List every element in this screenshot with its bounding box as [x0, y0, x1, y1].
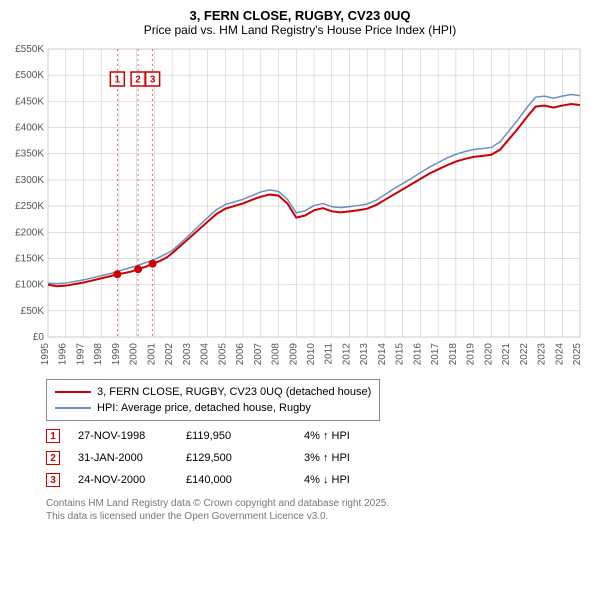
svg-text:2022: 2022	[519, 343, 530, 366]
svg-text:2009: 2009	[288, 343, 299, 366]
event-delta: 3% ↑ HPI	[304, 452, 404, 464]
svg-text:2016: 2016	[412, 343, 423, 366]
svg-text:1998: 1998	[93, 343, 104, 366]
svg-text:1: 1	[115, 75, 121, 86]
svg-text:2003: 2003	[182, 343, 193, 366]
svg-text:1997: 1997	[75, 343, 86, 366]
svg-text:1995: 1995	[40, 343, 51, 366]
chart-svg: £0 £50K £100K £150K £200K £250K £300K £350K £400…	[8, 43, 588, 373]
legend-label: HPI: Average price, detached house, Rugb…	[97, 402, 311, 414]
svg-text:2012: 2012	[341, 343, 352, 366]
svg-text:2017: 2017	[430, 343, 441, 366]
svg-text:2010: 2010	[306, 343, 317, 366]
event-row: 3 24-NOV-2000 £140,000 4% ↓ HPI	[46, 469, 592, 491]
svg-text:2004: 2004	[200, 343, 211, 366]
event-delta: 4% ↑ HPI	[304, 430, 404, 442]
svg-text:£400K: £400K	[15, 123, 44, 134]
chart-title-block: 3, FERN CLOSE, RUGBY, CV23 0UQ Price pai…	[8, 8, 592, 37]
legend: 3, FERN CLOSE, RUGBY, CV23 0UQ (detached…	[46, 379, 380, 421]
svg-text:£450K: £450K	[15, 96, 44, 107]
svg-text:£200K: £200K	[15, 227, 44, 238]
svg-text:2020: 2020	[483, 343, 494, 366]
event-marker: 3	[46, 473, 60, 487]
footer-line-1: Contains HM Land Registry data © Crown c…	[46, 497, 592, 510]
svg-text:£350K: £350K	[15, 149, 44, 160]
event-price: £119,950	[186, 430, 286, 442]
svg-text:£500K: £500K	[15, 70, 44, 81]
svg-text:2014: 2014	[377, 343, 388, 366]
svg-text:£50K: £50K	[21, 306, 45, 317]
svg-text:2001: 2001	[146, 343, 157, 366]
svg-text:2000: 2000	[129, 343, 140, 366]
event-price: £129,500	[186, 452, 286, 464]
svg-text:£100K: £100K	[15, 280, 44, 291]
chart-area: £0 £50K £100K £150K £200K £250K £300K £350K £400…	[8, 43, 592, 373]
event-row: 2 31-JAN-2000 £129,500 3% ↑ HPI	[46, 447, 592, 469]
svg-text:2024: 2024	[554, 343, 565, 366]
svg-text:2025: 2025	[572, 343, 583, 366]
svg-text:2021: 2021	[501, 343, 512, 366]
svg-text:1996: 1996	[58, 343, 69, 366]
svg-text:2006: 2006	[235, 343, 246, 366]
legend-label: 3, FERN CLOSE, RUGBY, CV23 0UQ (detached…	[97, 386, 371, 398]
event-marker: 2	[46, 451, 60, 465]
svg-text:2011: 2011	[324, 343, 335, 365]
svg-text:2007: 2007	[253, 343, 264, 366]
svg-text:2005: 2005	[217, 343, 228, 366]
events-table: 1 27-NOV-1998 £119,950 4% ↑ HPI 2 31-JAN-2000…	[46, 425, 592, 491]
legend-swatch	[55, 407, 91, 409]
svg-text:1999: 1999	[111, 343, 122, 366]
event-row: 1 27-NOV-1998 £119,950 4% ↑ HPI	[46, 425, 592, 447]
legend-row: HPI: Average price, detached house, Rugb…	[55, 400, 371, 416]
title-line-1: 3, FERN CLOSE, RUGBY, CV23 0UQ	[8, 8, 592, 23]
svg-text:2: 2	[135, 75, 141, 86]
svg-text:2008: 2008	[271, 343, 282, 366]
svg-text:2018: 2018	[448, 343, 459, 366]
svg-text:£550K: £550K	[15, 44, 44, 55]
svg-text:£0: £0	[33, 332, 45, 343]
event-delta: 4% ↓ HPI	[304, 474, 404, 486]
svg-text:2023: 2023	[537, 343, 548, 366]
event-marker: 1	[46, 429, 60, 443]
event-date: 24-NOV-2000	[78, 474, 168, 486]
event-price: £140,000	[186, 474, 286, 486]
svg-text:£300K: £300K	[15, 175, 44, 186]
title-line-2: Price paid vs. HM Land Registry's House …	[8, 23, 592, 37]
svg-text:2013: 2013	[359, 343, 370, 366]
legend-row: 3, FERN CLOSE, RUGBY, CV23 0UQ (detached…	[55, 384, 371, 400]
event-date: 31-JAN-2000	[78, 452, 168, 464]
footer-line-2: This data is licensed under the Open Gov…	[46, 510, 592, 523]
event-date: 27-NOV-1998	[78, 430, 168, 442]
legend-swatch	[55, 391, 91, 393]
svg-text:2019: 2019	[466, 343, 477, 366]
svg-text:2002: 2002	[164, 343, 175, 366]
svg-text:3: 3	[150, 75, 156, 86]
svg-text:£150K: £150K	[15, 253, 44, 264]
svg-text:£250K: £250K	[15, 201, 44, 212]
footer-attribution: Contains HM Land Registry data © Crown c…	[46, 497, 592, 523]
svg-text:2015: 2015	[395, 343, 406, 366]
